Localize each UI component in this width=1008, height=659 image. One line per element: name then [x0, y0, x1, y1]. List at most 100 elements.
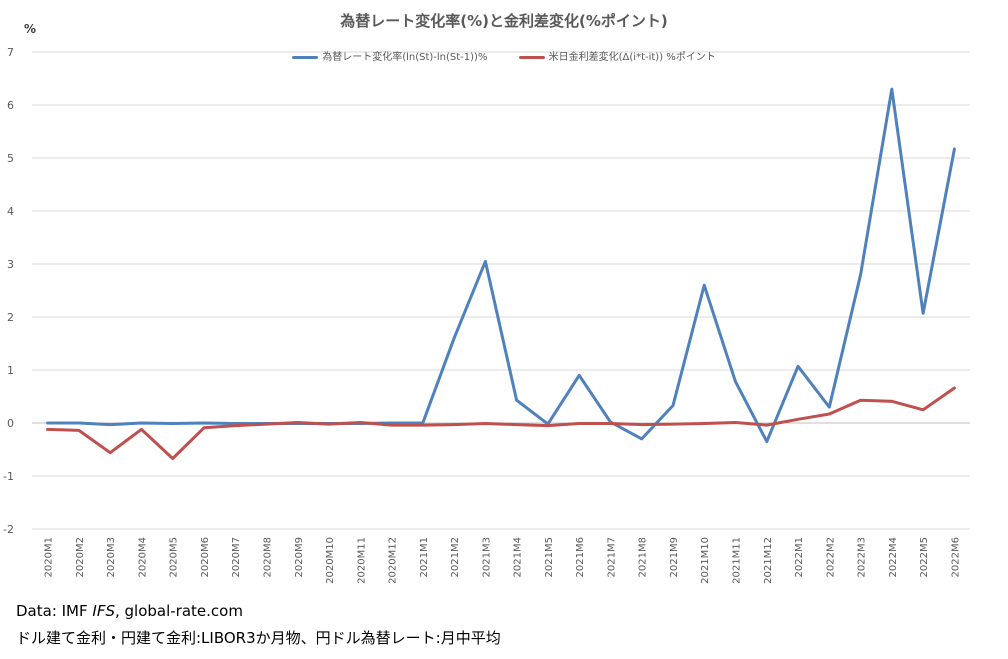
legend-label-interest-diff: 米日金利差変化(Δ(i*t-it)) %ポイント: [548, 52, 716, 63]
legend: 為替レート変化率(ln(St)-ln(St-1))% 米日金利差変化(Δ(i*t…: [0, 48, 1008, 63]
data-point-interest-diff: [139, 427, 143, 431]
legend-label-exchange-rate: 為替レート変化率(ln(St)-ln(St-1))%: [322, 52, 488, 63]
data-point-interest-diff: [890, 399, 894, 403]
x-tick-label: 2020M11: [356, 537, 367, 584]
data-point-interest-diff: [827, 412, 831, 416]
data-point-interest-diff: [577, 422, 581, 426]
y-tick-label: 0: [7, 417, 14, 430]
x-tick-label: 2020M12: [388, 537, 399, 584]
y-tick-label: 2: [7, 311, 14, 324]
data-point-exchange-rate: [577, 373, 581, 377]
x-tick-label: 2022M5: [919, 537, 930, 577]
data-point-exchange-rate: [77, 421, 81, 425]
x-tick-label: 2022M3: [857, 537, 868, 577]
data-point-interest-diff: [671, 422, 675, 426]
x-tick-label: 2021M7: [606, 537, 617, 577]
y-tick-label: 6: [7, 99, 14, 112]
x-tick-label: 2020M3: [106, 537, 117, 577]
data-point-exchange-rate: [515, 398, 519, 402]
legend-swatch-interest-diff: [518, 55, 545, 59]
data-point-interest-diff: [421, 423, 425, 427]
data-point-interest-diff: [233, 424, 237, 428]
x-tick-label: 2020M10: [325, 537, 336, 584]
legend-item-exchange-rate: 為替レート変化率(ln(St)-ln(St-1))%: [292, 48, 487, 63]
legend-item-interest-diff: 米日金利差変化(Δ(i*t-it)) %ポイント: [518, 48, 716, 63]
data-point-interest-diff: [952, 386, 956, 390]
x-tick-label: 2022M1: [794, 537, 805, 577]
x-tick-label: 2021M11: [732, 537, 743, 584]
series-line-exchange-rate: [46, 87, 956, 444]
x-tick-label: 2021M4: [513, 537, 524, 577]
y-tick-label: 1: [7, 364, 14, 377]
x-tick-label: 2020M8: [263, 537, 274, 577]
source-note: Data: IMF IFS, global-rate.com: [16, 602, 243, 620]
data-point-interest-diff: [77, 428, 81, 432]
x-tick-label: 2020M2: [75, 537, 86, 577]
x-tick-label: 2021M6: [575, 537, 586, 577]
source-italic: IFS: [92, 602, 115, 620]
data-point-interest-diff: [265, 422, 269, 426]
y-tick-label: 4: [7, 205, 14, 218]
x-tick-label: 2020M5: [169, 537, 180, 577]
chart-canvas: -2 -1 0 1 2 3 4 5 6 7 2020M1 2020M2 2020M3 2020M4 2020…: [3, 46, 970, 584]
x-tick-label: 2021M9: [669, 537, 680, 577]
data-point-interest-diff: [171, 457, 175, 461]
data-point-exchange-rate: [108, 423, 112, 427]
data-definition-note: ドル建て金利・円建て金利:LIBOR3か月物、円ドル為替レート:月中平均: [16, 629, 501, 647]
x-tick-label: 2022M6: [950, 537, 961, 577]
data-point-interest-diff: [734, 420, 738, 424]
x-tick-label: 2021M1: [419, 537, 430, 577]
data-point-exchange-rate: [202, 421, 206, 425]
chart-title: 為替レート変化率(%)と金利差変化(%ポイント): [340, 12, 668, 30]
data-point-interest-diff: [202, 426, 206, 430]
data-point-interest-diff: [358, 420, 362, 424]
y-tick-label: 7: [7, 46, 14, 59]
data-point-interest-diff: [452, 423, 456, 427]
data-point-interest-diff: [608, 422, 612, 426]
x-tick-label: 2020M7: [231, 537, 242, 577]
data-point-interest-diff: [108, 451, 112, 455]
data-point-interest-diff: [46, 427, 50, 431]
data-point-exchange-rate: [765, 440, 769, 444]
y-tick-label: -1: [3, 470, 14, 483]
x-tick-label: 2022M2: [825, 537, 836, 577]
data-point-exchange-rate: [640, 437, 644, 441]
data-point-exchange-rate: [952, 147, 956, 151]
data-point-interest-diff: [483, 422, 487, 426]
x-tick-label: 2020M6: [200, 537, 211, 577]
data-point-exchange-rate: [702, 283, 706, 287]
x-tick-label: 2021M12: [763, 537, 774, 584]
data-point-interest-diff: [921, 408, 925, 412]
source-prefix: Data: IMF: [16, 602, 93, 620]
y-tick-label: 5: [7, 152, 14, 165]
data-point-exchange-rate: [827, 405, 831, 409]
data-point-exchange-rate: [859, 273, 863, 277]
source-suffix: , global-rate.com: [114, 602, 243, 620]
data-point-interest-diff: [327, 422, 331, 426]
data-point-interest-diff: [796, 417, 800, 421]
legend-swatch-exchange-rate: [292, 55, 319, 59]
series-line-interest-diff: [46, 386, 956, 460]
data-point-exchange-rate: [46, 421, 50, 425]
x-tick-label: 2022M4: [888, 537, 899, 577]
y-tick-label: 3: [7, 258, 14, 271]
data-point-interest-diff: [296, 420, 300, 424]
data-point-exchange-rate: [921, 311, 925, 315]
data-point-interest-diff: [702, 422, 706, 426]
x-tick-label: 2020M4: [137, 537, 148, 577]
data-point-exchange-rate: [171, 422, 175, 426]
data-point-exchange-rate: [796, 364, 800, 368]
data-point-interest-diff: [390, 423, 394, 427]
x-tick-label: 2020M1: [44, 537, 55, 577]
data-point-exchange-rate: [671, 404, 675, 408]
data-point-exchange-rate: [483, 259, 487, 263]
x-tick-label: 2021M10: [700, 537, 711, 584]
data-point-exchange-rate: [890, 87, 894, 91]
x-tick-label: 2020M9: [294, 537, 305, 577]
data-point-interest-diff: [859, 398, 863, 402]
data-point-exchange-rate: [139, 421, 143, 425]
data-point-interest-diff: [546, 424, 550, 428]
x-tick-label: 2021M8: [638, 537, 649, 577]
data-point-exchange-rate: [452, 336, 456, 340]
x-tick-label: 2021M5: [544, 537, 555, 577]
